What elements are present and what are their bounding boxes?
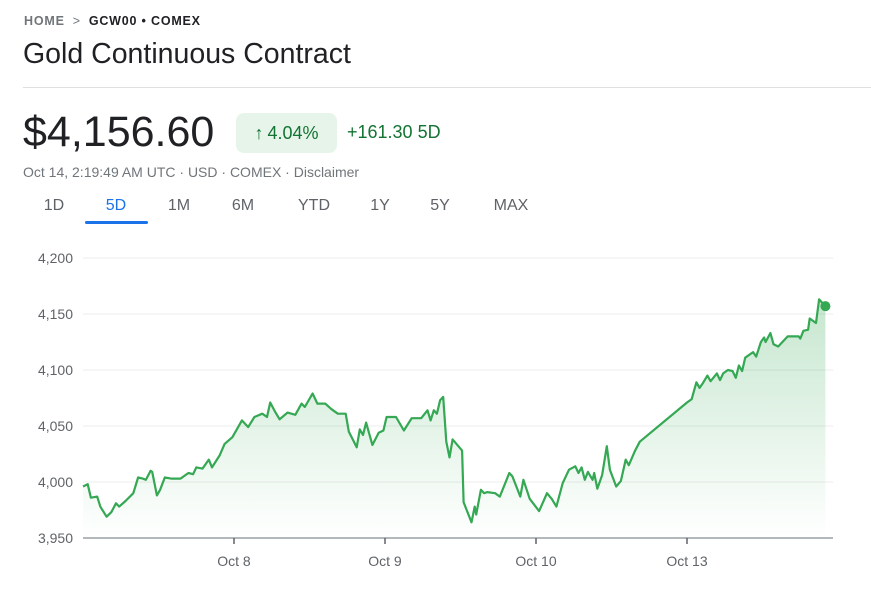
- price-metadata: Oct 14, 2:19:49 AM UTC · USD · COMEX · D…: [23, 164, 360, 180]
- y-tick-label: 4,200: [38, 250, 73, 266]
- x-tick-label: Oct 10: [515, 553, 556, 569]
- tab-ytd[interactable]: YTD: [298, 197, 330, 214]
- x-tick-label: Oct 9: [368, 553, 402, 569]
- y-tick-label: 4,050: [38, 418, 73, 434]
- chevron-right-icon: >: [72, 14, 81, 28]
- tab-6m[interactable]: 6M: [231, 197, 255, 214]
- percent-change-badge: ↑ 4.04%: [236, 113, 337, 153]
- y-tick-label: 4,000: [38, 474, 73, 490]
- y-tick-label: 4,150: [38, 306, 73, 322]
- tab-1d[interactable]: 1D: [43, 197, 65, 214]
- y-tick-label: 4,100: [38, 362, 73, 378]
- page-title: Gold Continuous Contract: [23, 38, 351, 70]
- tab-1m[interactable]: 1M: [167, 197, 191, 214]
- percent-change: 4.04%: [267, 122, 319, 143]
- price-line: [82, 298, 827, 524]
- breadcrumb-home-link[interactable]: HOME: [24, 14, 65, 28]
- x-tick-label: Oct 8: [217, 553, 251, 569]
- y-tick-label: 3,950: [38, 530, 73, 546]
- breadcrumb-symbol: GCW00 • COMEX: [88, 14, 201, 28]
- tab-1y[interactable]: 1Y: [370, 197, 390, 214]
- tab-5y[interactable]: 5Y: [430, 197, 450, 214]
- price-area-fill: [83, 299, 826, 538]
- tab-max[interactable]: MAX: [493, 197, 529, 214]
- tab-5d[interactable]: 5D: [84, 197, 148, 224]
- divider: [23, 87, 871, 88]
- current-price: $4,156.60: [23, 108, 215, 156]
- absolute-change: +161.30 5D: [347, 122, 441, 142]
- breadcrumb: HOME > GCW00 • COMEX: [24, 14, 201, 28]
- last-price-dot: [820, 301, 831, 312]
- x-tick-label: Oct 13: [666, 553, 707, 569]
- arrow-up-icon: ↑: [254, 122, 264, 143]
